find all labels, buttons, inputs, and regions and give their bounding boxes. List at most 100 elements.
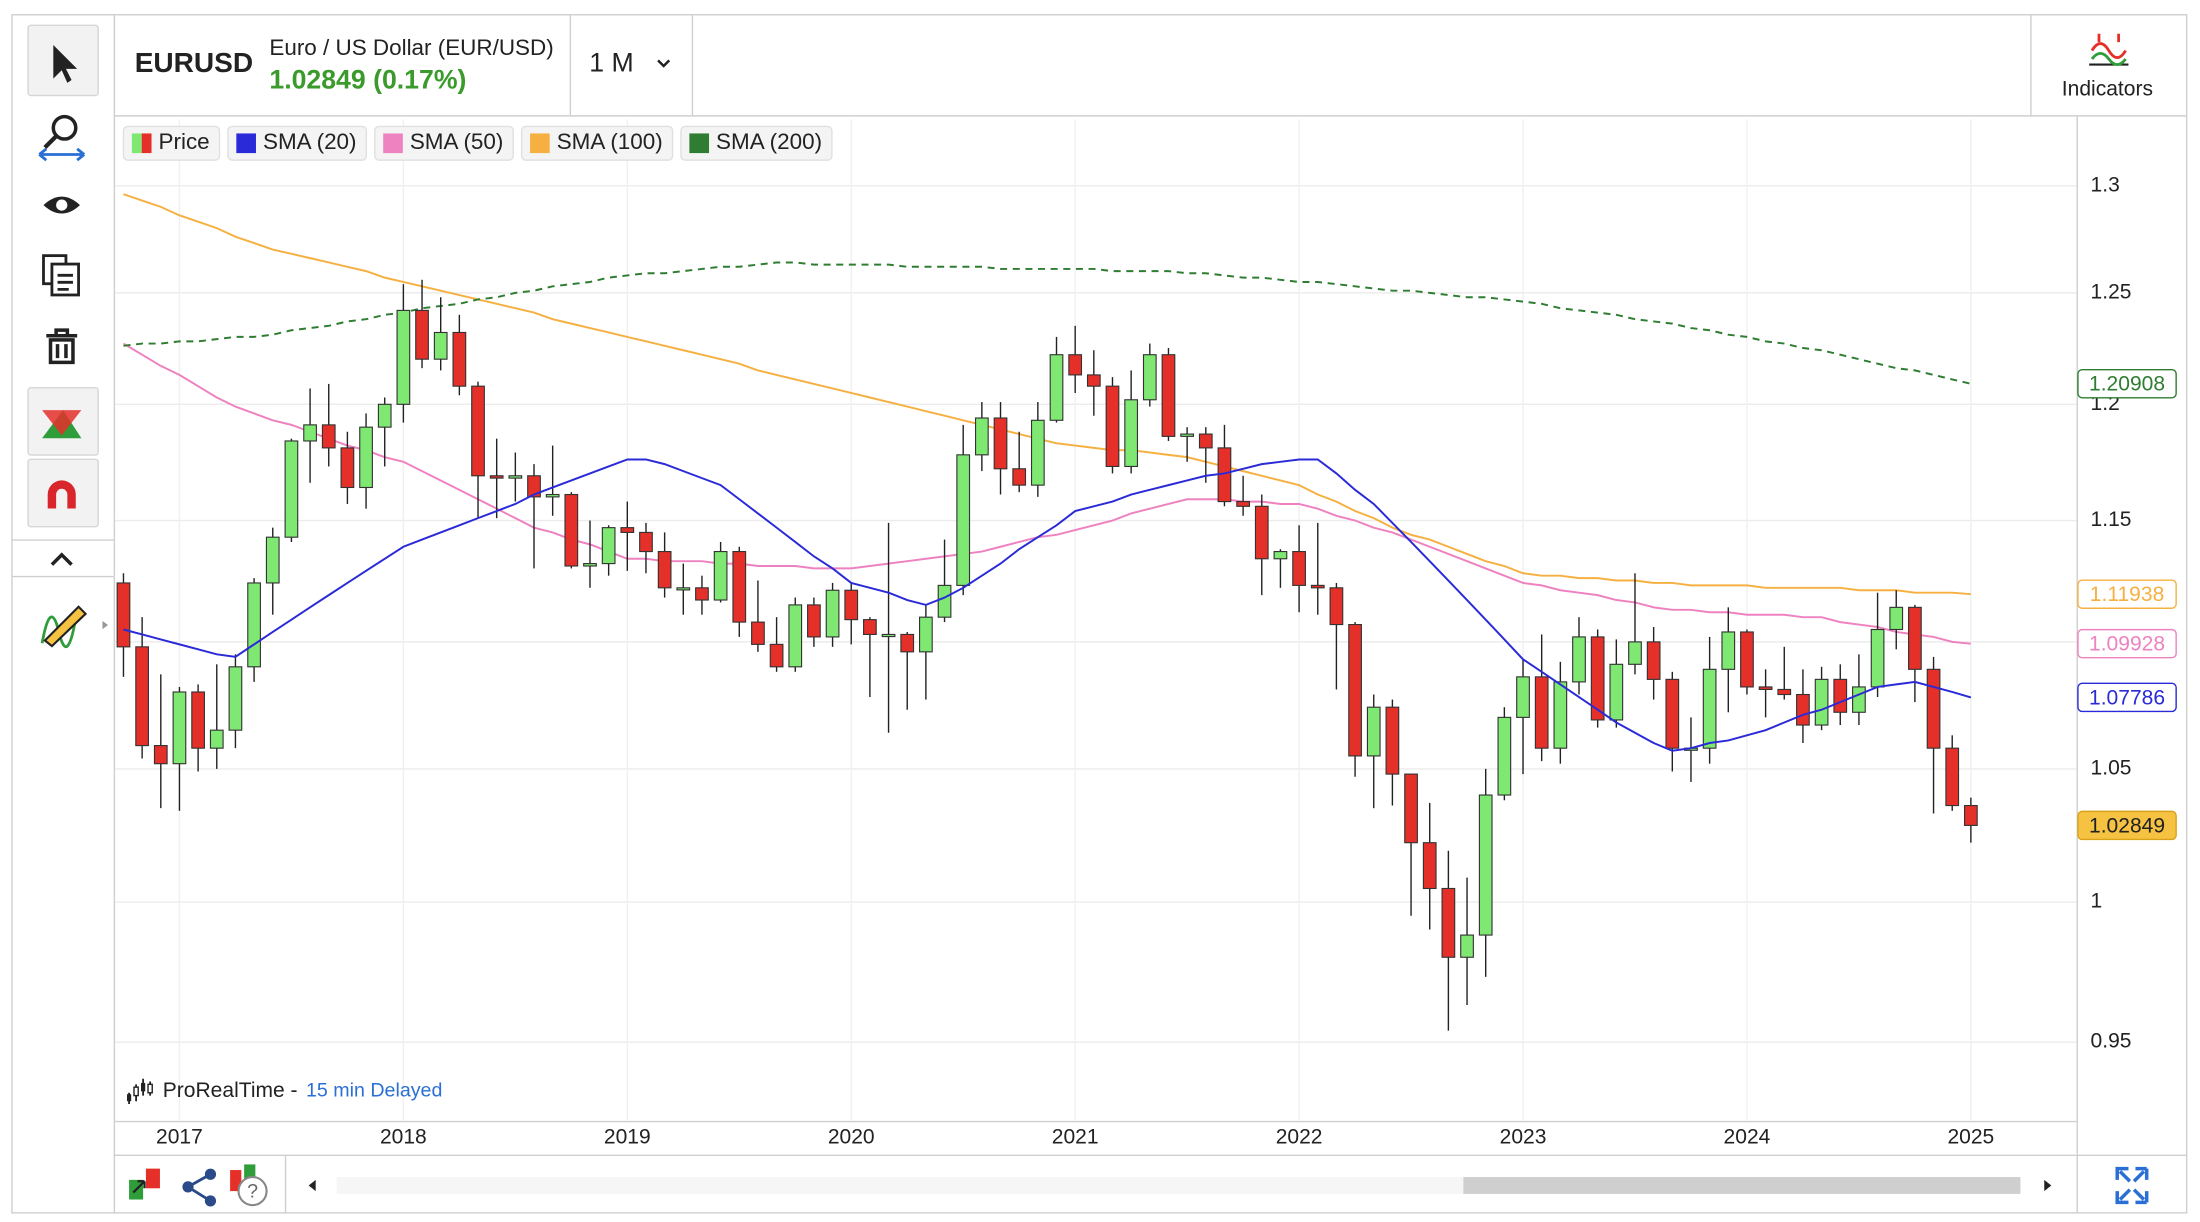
candle-body <box>1385 706 1400 775</box>
legend-item[interactable]: SMA (100) <box>520 125 674 161</box>
legend-chip <box>374 125 514 161</box>
copy-button[interactable] <box>42 254 80 297</box>
candle-body <box>284 440 299 538</box>
candle-body <box>1422 842 1437 890</box>
candle-body <box>1404 773 1418 844</box>
candle-body <box>956 454 971 586</box>
fullscreen-button[interactable] <box>2115 1166 2149 1205</box>
help-button[interactable]: ? <box>230 1164 268 1207</box>
candle-body <box>228 666 243 731</box>
candle-body <box>1516 676 1530 718</box>
candle-body <box>1236 501 1250 507</box>
y-axis: 0.9511.051.11.151.21.251.320172018201920… <box>156 173 2177 1148</box>
candle-body <box>1721 631 1736 670</box>
candle-body <box>1777 688 1792 696</box>
candle-body <box>788 604 803 668</box>
candle-body <box>1908 606 1922 670</box>
candle-body <box>1366 706 1381 757</box>
drawing-tool[interactable] <box>40 605 109 649</box>
candle-body <box>1814 678 1829 726</box>
value-badge <box>2077 628 2177 659</box>
legend-swatch <box>383 133 403 154</box>
candle-body <box>620 527 635 533</box>
candle-body <box>1161 354 1176 437</box>
value-badge-label: 1.11938 <box>2090 583 2164 606</box>
legend-swatch <box>141 133 152 154</box>
legend-swatch <box>236 133 256 154</box>
sma-line <box>123 458 1972 752</box>
candle-body <box>116 582 131 648</box>
share-button[interactable] <box>182 1168 217 1207</box>
legend-item[interactable]: SMA (50) <box>374 125 514 161</box>
candle-body <box>1796 693 1810 726</box>
delete-button[interactable] <box>46 328 78 365</box>
legend-label: SMA (100) <box>557 129 663 154</box>
candle-body <box>993 417 1008 470</box>
candle-body <box>340 447 355 489</box>
legend-item[interactable]: SMA (20) <box>227 125 368 161</box>
frame <box>11 14 2188 1214</box>
candle-body <box>1870 628 1885 688</box>
eye-button[interactable] <box>43 196 80 214</box>
legend-chip <box>520 125 674 161</box>
candle-body <box>1964 804 1978 826</box>
candle-body <box>1665 678 1680 749</box>
legend-item[interactable]: SMA (200) <box>680 125 833 161</box>
candle-body <box>209 729 224 749</box>
left-toolbar <box>12 14 116 1214</box>
candle-body <box>1329 587 1344 626</box>
collapse-button[interactable] <box>50 552 73 566</box>
candle-body <box>377 403 392 428</box>
magnet-button[interactable] <box>27 458 99 528</box>
candle-body <box>863 619 877 636</box>
candle-body <box>1852 686 1866 713</box>
candle-body <box>1254 505 1269 560</box>
sma-line <box>123 193 1971 596</box>
y-tick-label: 1.15 <box>2091 508 2132 531</box>
legend-label: Price <box>159 129 210 154</box>
candle-body <box>1012 468 1027 486</box>
help-icon: ? <box>247 1181 258 1203</box>
candle-body <box>172 691 187 765</box>
candle-body <box>713 550 728 601</box>
source: ProRealTime - <box>163 1079 298 1102</box>
zoom-button[interactable] <box>38 114 86 162</box>
x-tick-label: 2022 <box>1276 1125 1323 1148</box>
candle-body <box>676 587 691 591</box>
candle-body <box>1833 678 1848 713</box>
candle-body <box>1553 681 1568 749</box>
value-badge-label: 1.20908 <box>2089 373 2165 396</box>
candle-body <box>1460 934 1474 958</box>
compare-button[interactable] <box>129 1168 160 1200</box>
timeframe-selector[interactable]: 1 M <box>589 48 671 78</box>
scroll-thumb[interactable] <box>1463 1177 2021 1194</box>
candle-body <box>1105 385 1120 468</box>
candle-body <box>471 385 485 477</box>
candle-body <box>900 633 915 653</box>
candle-body <box>751 621 765 645</box>
candle-body <box>396 309 411 405</box>
legend-item[interactable]: Price <box>122 125 221 161</box>
scroll-left[interactable] <box>308 1179 316 1192</box>
candle-body <box>452 331 467 387</box>
legend-label: SMA (20) <box>263 129 357 154</box>
candle-body <box>919 616 933 653</box>
candle-body <box>657 550 672 589</box>
candle-body <box>937 584 952 618</box>
candle-body <box>1628 641 1642 665</box>
legend-swatch <box>689 133 710 154</box>
magnet-icon <box>47 480 76 509</box>
candle-body <box>433 331 448 360</box>
candle-body <box>247 582 261 668</box>
indicators-button[interactable]: Indicators <box>2062 33 2153 101</box>
candle-body <box>1086 374 1101 387</box>
delay-note[interactable]: 15 min Delayed <box>306 1080 442 1102</box>
scroll-right[interactable] <box>2044 1179 2052 1192</box>
x-tick-label: 2025 <box>1947 1125 1994 1148</box>
candle-body <box>508 475 523 479</box>
candle-body <box>1292 550 1306 586</box>
candle-body <box>1945 747 1960 807</box>
candle-body <box>1180 433 1195 437</box>
x-tick-label: 2021 <box>1052 1125 1099 1148</box>
